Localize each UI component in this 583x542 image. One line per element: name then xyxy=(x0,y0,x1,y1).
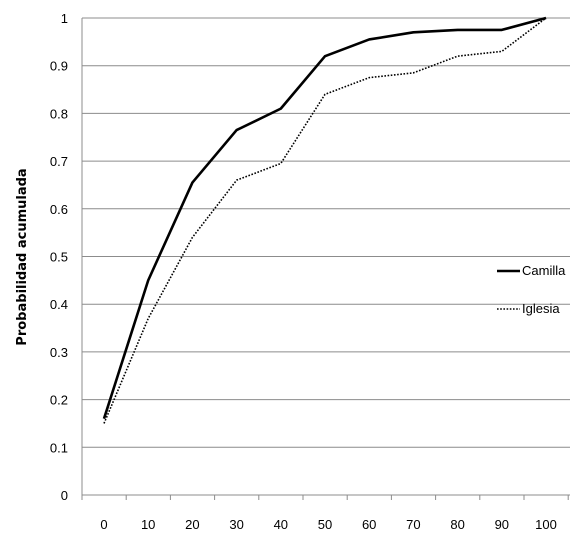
legend-label-camilla: Camilla xyxy=(522,263,566,278)
x-tick-label: 0 xyxy=(100,517,107,532)
x-tick-label: 60 xyxy=(362,517,376,532)
x-tick-label: 10 xyxy=(141,517,155,532)
legend-label-iglesia: Iglesia xyxy=(522,301,560,316)
y-tick-label: 0.8 xyxy=(50,106,68,121)
y-tick-label: 0.3 xyxy=(50,345,68,360)
y-tick-label: 1 xyxy=(61,11,68,26)
series-line-iglesia xyxy=(103,17,547,424)
x-tick-label: 50 xyxy=(318,517,332,532)
series-lines xyxy=(102,16,547,424)
y-tick-label: 0.2 xyxy=(50,393,68,408)
x-tick-label: 40 xyxy=(274,517,288,532)
x-tick-label: 20 xyxy=(185,517,199,532)
y-tick-label: 0.9 xyxy=(50,59,68,74)
x-tick-label: 30 xyxy=(229,517,243,532)
x-tick-label: 100 xyxy=(535,517,557,532)
x-tick-label: 80 xyxy=(450,517,464,532)
y-tick-label: 0.5 xyxy=(50,250,68,265)
y-tick-label: 0.4 xyxy=(50,297,68,312)
legend: Camilla Iglesia xyxy=(497,263,566,316)
x-tick-labels: 0 10 20 30 40 50 60 70 80 90 100 xyxy=(100,517,556,532)
y-tick-label: 0.7 xyxy=(50,154,68,169)
x-tick-label: 90 xyxy=(495,517,509,532)
x-tick-label: 70 xyxy=(406,517,420,532)
axes xyxy=(81,18,570,500)
y-axis-label: Probabilidad acumulada xyxy=(15,168,30,345)
y-tick-labels: 0 0.1 0.2 0.3 0.4 0.5 0.6 0.7 0.8 0.9 1 xyxy=(50,11,68,503)
y-tick-label: 0 xyxy=(61,488,68,503)
y-tick-label: 0.1 xyxy=(50,440,68,455)
y-tick-label: 0.6 xyxy=(50,202,68,217)
series-line-camilla xyxy=(102,16,547,420)
gridlines xyxy=(82,17,570,448)
